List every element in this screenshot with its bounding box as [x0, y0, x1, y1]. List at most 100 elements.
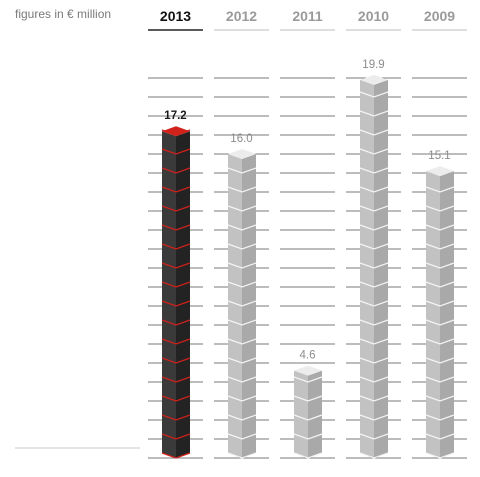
category-label: 2009 [424, 8, 455, 24]
bar-2010 [360, 79, 374, 459]
bar-segment-line [425, 224, 455, 231]
bar-segment-line [293, 433, 323, 440]
bar-segment-line [425, 281, 455, 288]
bar-segment-line [227, 338, 257, 345]
bar-segment-line [161, 338, 191, 345]
bar-segment-line [227, 357, 257, 364]
bar-segment-line [359, 205, 389, 212]
bar-segment-line [359, 376, 389, 383]
bar-segment-line [359, 452, 389, 459]
bar-top-2009 [426, 166, 454, 177]
bar-segment-line [425, 243, 455, 250]
bar-segment-line [425, 433, 455, 440]
bar-side-2013 [176, 131, 190, 458]
bar-segment-line [425, 262, 455, 269]
bar-segment-line [161, 319, 191, 326]
bar-segment-line [359, 167, 389, 174]
bar-2012 [228, 154, 242, 458]
bar-segment-line [161, 357, 191, 364]
bar-segment-line [227, 414, 257, 421]
bar-segment-line [359, 224, 389, 231]
bar-segment-line [227, 395, 257, 402]
bar-segment-line [227, 300, 257, 307]
bar-top-2011 [294, 365, 322, 376]
bar-segment-line [293, 376, 323, 383]
bar-segment-line [425, 395, 455, 402]
bar-segment-line [293, 414, 323, 421]
bar-segment-line [161, 243, 191, 250]
bar-segment-line [359, 110, 389, 117]
bar-segment-line [161, 205, 191, 212]
bar-2013 [162, 131, 176, 458]
bar-segment-line [227, 243, 257, 250]
bar-segment-line [227, 224, 257, 231]
bar-side-2012 [242, 154, 256, 458]
bar-segment-line [359, 186, 389, 193]
bar-segment-line [161, 167, 191, 174]
bar-segment-line [359, 300, 389, 307]
bar-segment-line [359, 433, 389, 440]
bar-segment-line [227, 281, 257, 288]
bar-segment-line [161, 414, 191, 421]
value-label: 19.9 [362, 59, 384, 71]
bar-segment-line [227, 205, 257, 212]
value-label: 15.1 [428, 150, 450, 162]
unit-label: figures in € million [15, 7, 112, 21]
category-label: 2012 [226, 8, 257, 24]
bar-segment-line [359, 338, 389, 345]
bar-segment-line [227, 186, 257, 193]
bar-segment-line [227, 433, 257, 440]
bar-segment-line [359, 357, 389, 364]
bar-segment-line [425, 376, 455, 383]
bar-side-2009 [440, 171, 454, 458]
value-label: 16.0 [230, 133, 252, 145]
bar-top-2012 [228, 149, 256, 159]
value-label: 4.6 [300, 350, 316, 362]
value-label: 17.2 [164, 110, 186, 122]
bar-segment-line [161, 452, 191, 459]
bar-top-2010 [360, 74, 388, 85]
bar-2011 [294, 370, 308, 458]
bar-segment-line [425, 452, 455, 459]
bar-segment-line [227, 452, 257, 459]
bar-segment-line [161, 262, 191, 269]
bar-segment-line [425, 205, 455, 212]
bar-segment-line [425, 357, 455, 364]
bar-segment-line [161, 395, 191, 402]
bar-segment-line [359, 281, 389, 288]
bar-side-2011 [308, 370, 322, 458]
bar-segment-line [425, 319, 455, 326]
bar-segment-line [227, 167, 257, 174]
bar-segment-line [161, 300, 191, 307]
bar-segment-line [293, 452, 323, 459]
bar-segment-line [425, 414, 455, 421]
bar-segment-line [425, 186, 455, 193]
bar-segment-line [293, 395, 323, 402]
bar-segment-line [227, 319, 257, 326]
bar-side-2010 [374, 79, 388, 459]
bar-segment-line [359, 395, 389, 402]
bar-segment-line [425, 300, 455, 307]
bar-segment-line [161, 433, 191, 440]
bar-segment-line [359, 262, 389, 269]
bar-segment-line [161, 281, 191, 288]
bar-segment-line [425, 338, 455, 345]
bar-2009 [426, 171, 440, 458]
bar-segment-line [227, 262, 257, 269]
bar-segment-line [161, 224, 191, 231]
bar-segment-line [161, 186, 191, 193]
bar-segment-line [359, 243, 389, 250]
category-label: 2010 [358, 8, 389, 24]
category-label: 2011 [292, 8, 323, 24]
category-label: 2013 [160, 8, 191, 24]
bar-segment-line [227, 376, 257, 383]
bar-segment-line [359, 319, 389, 326]
bar-top-2013 [162, 126, 190, 137]
bar-segment-line [359, 148, 389, 155]
bar-segment-line [359, 91, 389, 98]
bar-segment-line [359, 414, 389, 421]
bar-segment-line [161, 148, 191, 155]
bar-segment-line [161, 376, 191, 383]
bar-segment-line [359, 129, 389, 136]
